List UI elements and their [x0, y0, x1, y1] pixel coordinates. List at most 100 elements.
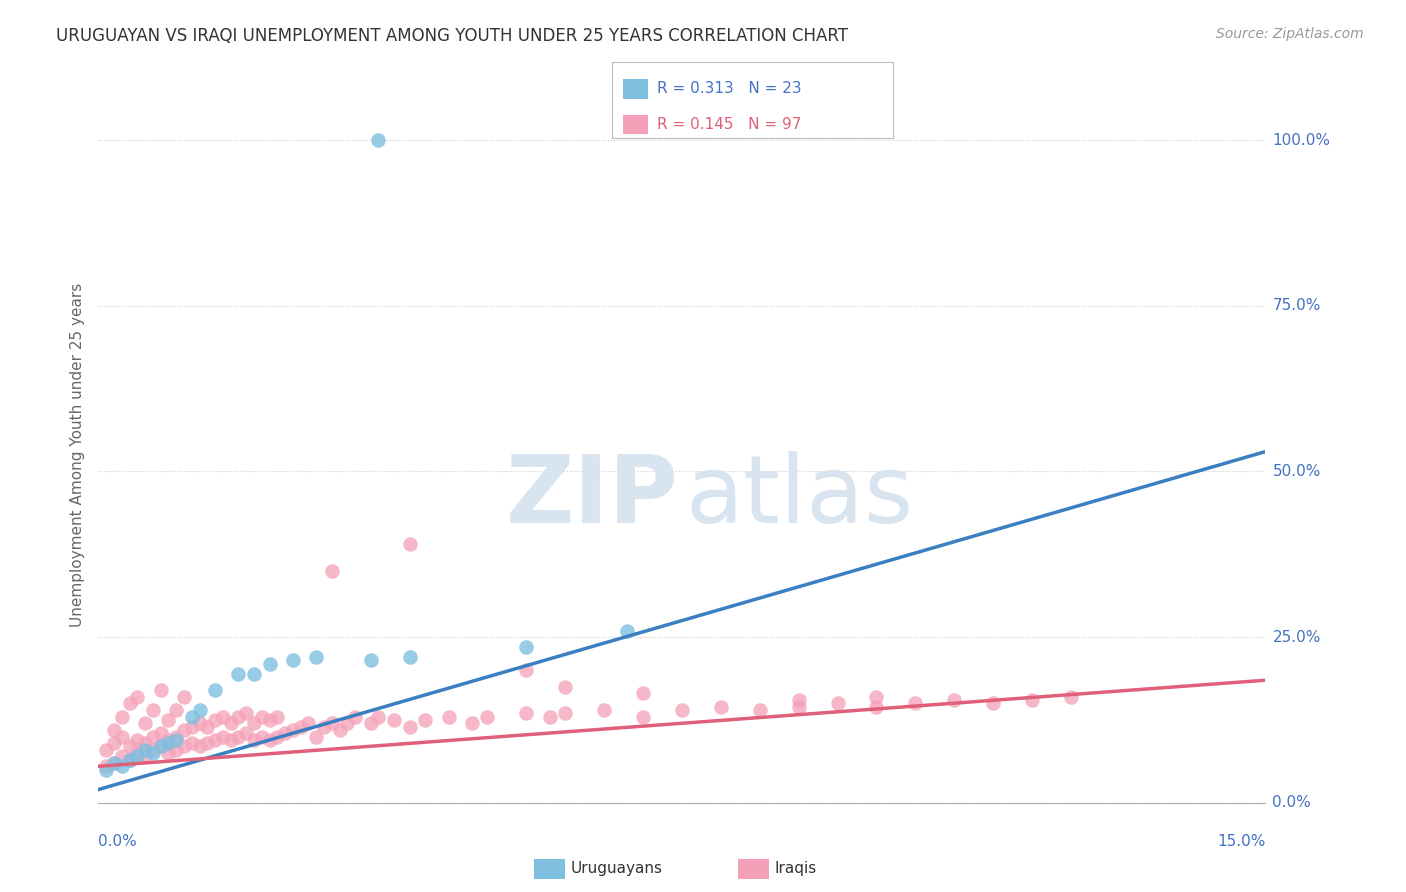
Point — [204, 732, 226, 747]
Point — [157, 732, 180, 747]
Point — [212, 730, 235, 744]
Point — [149, 683, 172, 698]
Text: R = 0.145   N = 97: R = 0.145 N = 97 — [657, 117, 801, 132]
Point — [367, 133, 389, 147]
Point — [180, 736, 202, 750]
Point — [344, 709, 367, 723]
Point — [111, 730, 134, 744]
Point — [461, 716, 484, 731]
Point — [134, 716, 156, 731]
Point — [305, 650, 328, 665]
Point — [360, 653, 382, 667]
Point — [173, 690, 195, 704]
Point — [329, 723, 352, 737]
Point — [243, 666, 266, 681]
Text: R = 0.313   N = 23: R = 0.313 N = 23 — [657, 81, 801, 96]
Point — [142, 730, 165, 744]
Text: Source: ZipAtlas.com: Source: ZipAtlas.com — [1216, 27, 1364, 41]
Point — [710, 699, 733, 714]
Point — [103, 723, 125, 737]
Point — [250, 709, 273, 723]
Point — [515, 706, 537, 721]
Point — [266, 730, 288, 744]
Point — [228, 730, 250, 744]
Point — [118, 753, 141, 767]
Point — [165, 730, 187, 744]
Point — [538, 709, 561, 723]
Point — [96, 759, 118, 773]
Text: Iraqis: Iraqis — [775, 862, 817, 876]
Point — [118, 753, 141, 767]
Point — [134, 743, 156, 757]
Point — [413, 713, 436, 727]
Point — [305, 730, 328, 744]
Point — [103, 756, 125, 770]
Point — [127, 690, 149, 704]
Point — [250, 730, 273, 744]
Text: 15.0%: 15.0% — [1218, 834, 1265, 849]
Point — [865, 699, 887, 714]
Point — [134, 749, 156, 764]
Point — [165, 703, 187, 717]
Point — [219, 716, 242, 731]
Point — [204, 683, 226, 698]
Text: 25.0%: 25.0% — [1272, 630, 1320, 645]
Point — [195, 736, 218, 750]
Point — [554, 680, 576, 694]
Point — [290, 720, 312, 734]
Point — [321, 564, 343, 578]
Point — [142, 743, 165, 757]
Point — [157, 746, 180, 760]
Point — [981, 697, 1004, 711]
Point — [259, 657, 281, 671]
Point — [631, 686, 654, 700]
Point — [142, 703, 165, 717]
Point — [235, 726, 257, 740]
Point — [281, 723, 304, 737]
Point — [157, 736, 180, 750]
Point — [787, 699, 810, 714]
Point — [118, 697, 141, 711]
Point — [943, 693, 966, 707]
Point — [1021, 693, 1043, 707]
Text: 0.0%: 0.0% — [98, 834, 138, 849]
Point — [127, 749, 149, 764]
Text: 100.0%: 100.0% — [1272, 133, 1330, 148]
Point — [149, 739, 172, 754]
Point — [1060, 690, 1083, 704]
Point — [204, 713, 226, 727]
Point — [297, 716, 319, 731]
Point — [865, 690, 887, 704]
Point — [671, 703, 693, 717]
Point — [188, 716, 211, 731]
Point — [515, 640, 537, 654]
Point — [111, 759, 134, 773]
Point — [274, 726, 297, 740]
Point — [173, 739, 195, 754]
Point — [321, 716, 343, 731]
Text: URUGUAYAN VS IRAQI UNEMPLOYMENT AMONG YOUTH UNDER 25 YEARS CORRELATION CHART: URUGUAYAN VS IRAQI UNEMPLOYMENT AMONG YO… — [56, 27, 848, 45]
Point — [515, 663, 537, 677]
Point — [103, 736, 125, 750]
Text: 50.0%: 50.0% — [1272, 464, 1320, 479]
Text: atlas: atlas — [685, 450, 914, 542]
Point — [111, 749, 134, 764]
Point — [554, 706, 576, 721]
Point — [188, 739, 211, 754]
Point — [188, 703, 211, 717]
Y-axis label: Unemployment Among Youth under 25 years: Unemployment Among Youth under 25 years — [69, 283, 84, 627]
Point — [367, 709, 389, 723]
Point — [165, 732, 187, 747]
Point — [127, 746, 149, 760]
Point — [111, 709, 134, 723]
Point — [360, 716, 382, 731]
Point — [266, 709, 288, 723]
Text: 75.0%: 75.0% — [1272, 298, 1320, 313]
Point — [787, 693, 810, 707]
Point — [212, 709, 235, 723]
Point — [477, 709, 499, 723]
Point — [631, 709, 654, 723]
Point — [827, 697, 849, 711]
Point — [312, 720, 335, 734]
Point — [228, 709, 250, 723]
